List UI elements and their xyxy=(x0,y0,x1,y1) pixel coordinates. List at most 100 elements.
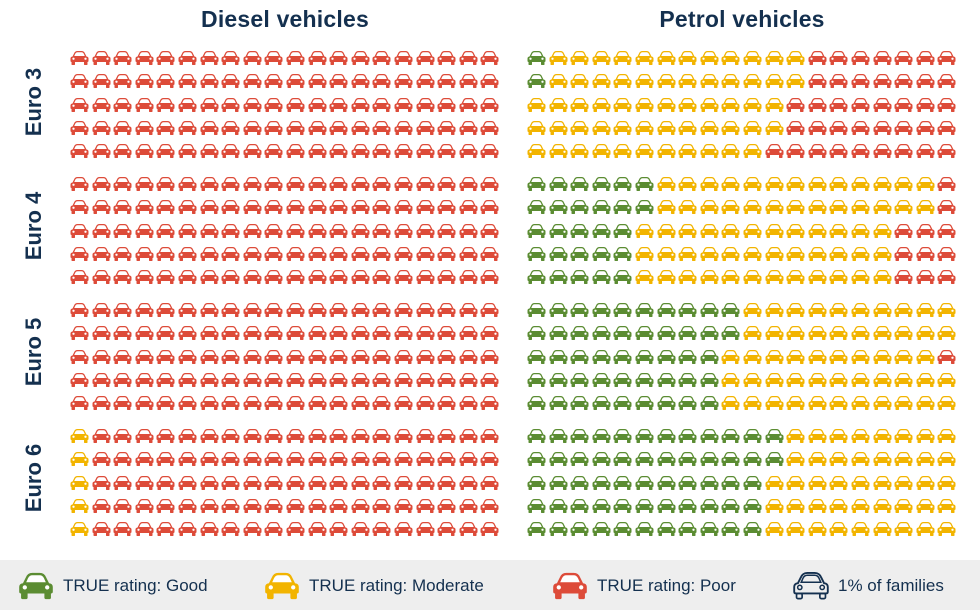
car-poor-icon xyxy=(437,498,456,513)
car-moderate-icon xyxy=(894,452,913,467)
car-good-icon xyxy=(700,372,719,387)
car-moderate-icon xyxy=(635,223,654,238)
car-moderate-icon xyxy=(700,246,719,261)
car-poor-icon xyxy=(351,498,370,513)
car-poor-icon xyxy=(221,120,240,135)
car-moderate-icon xyxy=(851,270,870,285)
car-moderate-icon xyxy=(894,326,913,341)
car-poor-icon xyxy=(416,452,434,467)
car-poor-icon xyxy=(937,74,956,89)
car-moderate-icon xyxy=(700,51,719,65)
car-poor-icon xyxy=(916,270,935,285)
car-poor-icon xyxy=(329,429,348,443)
car-poor-icon xyxy=(178,349,197,364)
car-poor-icon xyxy=(894,120,913,135)
car-moderate-icon xyxy=(829,522,848,537)
car-good-icon xyxy=(527,429,546,443)
car-good-icon xyxy=(527,372,546,387)
car-good-icon xyxy=(570,177,589,191)
car-moderate-icon xyxy=(851,177,870,191)
car-moderate-icon xyxy=(678,270,697,285)
car-poor-icon xyxy=(156,372,175,387)
car-poor-icon xyxy=(351,522,370,537)
car-poor-icon xyxy=(372,396,391,411)
car-poor-icon xyxy=(416,349,434,364)
car-good-icon xyxy=(613,303,632,317)
car-poor-icon xyxy=(92,177,111,191)
car-poor-icon xyxy=(459,51,478,65)
car-poor-icon xyxy=(329,74,348,89)
car-poor-icon xyxy=(416,303,434,317)
car-good-icon xyxy=(613,349,632,364)
car-poor-icon xyxy=(178,246,197,261)
car-good-icon xyxy=(549,396,568,411)
car-poor-icon xyxy=(937,97,956,112)
car-good-icon xyxy=(721,452,740,467)
car-good-icon xyxy=(592,396,611,411)
car-poor-icon xyxy=(808,74,827,89)
row-label-euro-5: Euro 5 xyxy=(21,317,46,387)
car-poor-icon xyxy=(264,144,283,159)
car-poor-icon xyxy=(156,51,175,65)
car-poor-icon xyxy=(459,97,478,112)
car-moderate-icon xyxy=(808,498,827,513)
car-good-icon xyxy=(700,475,719,490)
car-moderate-icon xyxy=(808,396,827,411)
car-poor-icon xyxy=(243,522,262,537)
car-poor-icon xyxy=(329,372,348,387)
car-poor-icon xyxy=(70,372,89,387)
car-poor-icon xyxy=(916,51,935,65)
car-poor-icon xyxy=(372,177,391,191)
car-moderate-icon xyxy=(829,452,848,467)
car-poor-icon xyxy=(437,452,456,467)
car-moderate-icon xyxy=(678,223,697,238)
car-poor-icon xyxy=(480,177,499,191)
car-moderate-icon xyxy=(937,475,956,490)
car-good-icon xyxy=(527,223,546,238)
car-poor-icon xyxy=(394,429,413,443)
car-moderate-icon xyxy=(786,200,805,215)
car-poor-icon xyxy=(851,120,870,135)
car-poor-icon xyxy=(351,74,370,89)
car-good-icon xyxy=(721,326,740,341)
car-good-icon xyxy=(527,51,546,65)
car-poor-icon xyxy=(221,349,240,364)
car-moderate-icon xyxy=(613,74,632,89)
car-moderate-icon xyxy=(635,51,654,65)
car-poor-icon xyxy=(437,144,456,159)
car-poor-icon xyxy=(286,303,305,317)
car-poor-icon xyxy=(264,326,283,341)
car-poor-icon xyxy=(70,74,89,89)
car-moderate-icon xyxy=(894,498,913,513)
car-poor-icon xyxy=(937,270,956,285)
car-poor-icon xyxy=(135,177,154,191)
car-poor-icon xyxy=(243,144,262,159)
car-poor-icon xyxy=(351,246,370,261)
car-poor-icon xyxy=(221,177,240,191)
car-poor-icon xyxy=(873,97,891,112)
car-moderate-icon xyxy=(851,326,870,341)
car-moderate-icon xyxy=(786,396,805,411)
car-poor-icon xyxy=(937,246,956,261)
car-poor-icon xyxy=(200,429,219,443)
car-moderate-icon xyxy=(635,120,654,135)
legend-unit-label: 1% of families xyxy=(838,576,944,595)
car-moderate-icon xyxy=(265,572,299,600)
car-poor-icon xyxy=(372,97,391,112)
car-poor-icon xyxy=(480,246,499,261)
car-moderate-icon xyxy=(873,429,891,443)
car-poor-icon xyxy=(808,120,827,135)
car-good-icon xyxy=(743,452,762,467)
car-poor-icon xyxy=(808,97,827,112)
car-poor-icon xyxy=(178,522,197,537)
car-poor-icon xyxy=(200,396,219,411)
car-poor-icon xyxy=(329,475,348,490)
car-poor-icon xyxy=(264,200,283,215)
car-poor-icon xyxy=(459,270,478,285)
car-poor-icon xyxy=(416,372,434,387)
car-poor-icon xyxy=(200,74,219,89)
car-moderate-icon xyxy=(851,200,870,215)
legend-good-label: TRUE rating: Good xyxy=(63,576,208,595)
car-moderate-icon xyxy=(786,246,805,261)
car-poor-icon xyxy=(416,326,434,341)
